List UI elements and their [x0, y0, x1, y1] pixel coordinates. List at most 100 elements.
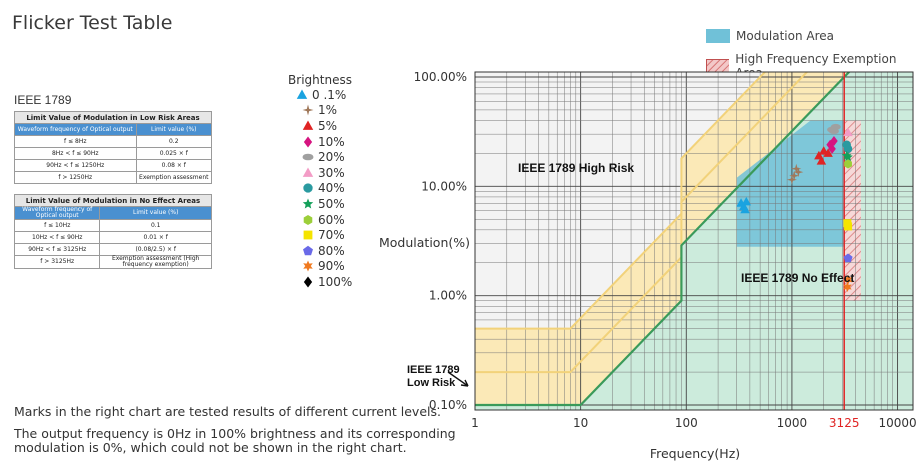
modulation-area	[736, 120, 845, 247]
table-row: 10Hz < f ≤ 90Hz 0.01 × f	[13, 231, 212, 244]
legend-label: 50%	[318, 196, 345, 211]
data-point	[793, 167, 804, 178]
table-cell: Exemption assessment (High frequency exe…	[99, 255, 212, 269]
table-row: f > 3125Hz Exemption assessment (High fre…	[13, 255, 212, 269]
data-point	[786, 174, 797, 185]
legend-item: 50%	[285, 196, 355, 212]
legend-marker-icon	[303, 276, 313, 288]
legend-label: 0 .1%	[312, 87, 347, 102]
legend-marker-icon	[302, 198, 314, 209]
standard-label: IEEE 1789	[14, 93, 72, 107]
table-cell: f ≤ 8Hz	[14, 135, 137, 148]
x-tick-label: 100	[675, 416, 698, 430]
data-point	[830, 135, 838, 146]
table-header: Waveform frequency of Optical output	[14, 123, 137, 136]
low-risk-arrow-icon	[447, 371, 469, 387]
table-caption: Limit Value of Modulation in Low Risk Ar…	[14, 111, 212, 124]
table-cell: Exemption assessment	[135, 171, 213, 184]
data-point	[740, 204, 750, 214]
table-header: Limit value (%)	[135, 123, 213, 136]
high-risk-region	[475, 72, 913, 329]
data-point	[844, 159, 852, 169]
table-row: f > 1250Hz Exemption assessment	[14, 171, 213, 184]
x-axis-label: Frequency(Hz)	[650, 446, 740, 461]
no-effect-limit-table: Limit Value of Modulation in No Effect A…	[13, 194, 212, 269]
data-point	[843, 282, 852, 293]
x-tick-label: 3125	[829, 416, 860, 430]
data-point	[828, 128, 839, 135]
modulation-area-label: Modulation Area	[736, 29, 835, 43]
table-cell: 0.025 × f	[135, 147, 213, 160]
legend-marker-icon	[303, 260, 313, 272]
legend-label: 70%	[318, 228, 345, 243]
note-line2: modulation is 0%, which could not be sho…	[14, 440, 407, 455]
legend-item: 100%	[285, 274, 355, 290]
plot-frame	[474, 71, 914, 411]
x-tick-label: 10	[573, 416, 588, 430]
legend-item: 80%	[285, 243, 355, 259]
no-effect-annotation: IEEE 1789 No Effect	[741, 271, 854, 285]
data-point	[823, 148, 833, 157]
low-risk-region	[475, 72, 850, 405]
legend-item: 1%	[285, 103, 355, 119]
legend-item: 70%	[285, 227, 355, 243]
table-cell: f > 3125Hz	[13, 255, 101, 269]
legend-item: 40%	[285, 181, 355, 197]
table-cell: 0.1	[99, 219, 212, 232]
no-effect-limit-line	[475, 72, 851, 407]
high-risk-limit-line	[475, 72, 767, 330]
table-cell: (0.08/2.5) × f	[99, 243, 212, 256]
legend-marker-icon	[303, 183, 313, 194]
modulation-area-swatch	[706, 29, 730, 43]
legend-label: 10%	[318, 134, 345, 149]
data-point	[843, 253, 853, 263]
y-tick-label: 10.00%	[421, 179, 467, 193]
table-header: Waveform frequency of Optical output	[13, 206, 101, 220]
legend-item: 5%	[285, 118, 355, 134]
note-marks: Marks in the right chart are tested resu…	[14, 404, 441, 419]
table-cell: 8Hz < f ≤ 90Hz	[14, 147, 137, 160]
table-cell: 0.01 × f	[99, 231, 212, 244]
high-risk-annotation: IEEE 1789 High Risk	[518, 161, 634, 175]
legend-marker-icon	[303, 136, 313, 148]
legend-label: 40%	[318, 181, 345, 196]
data-point	[843, 219, 852, 228]
low-risk-limit-table: Limit Value of Modulation in Low Risk Ar…	[14, 111, 213, 184]
brightness-legend: Brightness 0 .1% 1% 5% 10% 20% 30% 40% 50% 60% 70…	[285, 73, 355, 290]
x-tick-label: 10000	[878, 416, 916, 430]
modulation-area-key: Modulation Area	[706, 29, 834, 43]
legend-item: 0 .1%	[285, 87, 355, 103]
table-row: 90Hz < f ≤ 3125Hz (0.08/2.5) × f	[13, 243, 212, 256]
data-point	[816, 156, 827, 165]
x-tick-label: 1	[471, 416, 479, 430]
legend-label: 5%	[318, 118, 338, 133]
data-point	[828, 143, 836, 154]
legend-marker-icon	[302, 120, 314, 130]
legend-marker-icon	[303, 245, 313, 255]
y-tick-label: 0.10%	[429, 398, 467, 412]
low-risk-annotation-line1: IEEE 1789	[407, 364, 460, 376]
x-tick-label: 1000	[777, 416, 808, 430]
legend-marker-icon	[296, 89, 308, 99]
y-tick-label: 1.00%	[429, 289, 467, 303]
data-point	[789, 170, 800, 181]
legend-label: 30%	[318, 165, 345, 180]
legend-item: 60%	[285, 212, 355, 228]
y-tick-label: 100.00%	[414, 70, 467, 84]
data-point	[736, 198, 746, 207]
legend-item: 30%	[285, 165, 355, 181]
y-axis-label: Modulation(%)	[379, 235, 470, 250]
legend-label: 100%	[318, 274, 353, 289]
legend-marker-icon	[303, 230, 313, 240]
legend-item: 90%	[285, 259, 355, 275]
legend-marker-icon	[302, 153, 314, 161]
low-risk-annotation-line2: Low Risk	[407, 377, 456, 389]
legend-label: 90%	[318, 259, 345, 274]
note-line1: The output frequency is 0Hz in 100% brig…	[14, 426, 456, 441]
legend-item: 20%	[285, 149, 355, 165]
data-point	[843, 144, 853, 154]
legend-marker-icon	[303, 214, 313, 225]
data-point	[841, 150, 852, 160]
brightness-legend-title: Brightness	[288, 73, 352, 87]
